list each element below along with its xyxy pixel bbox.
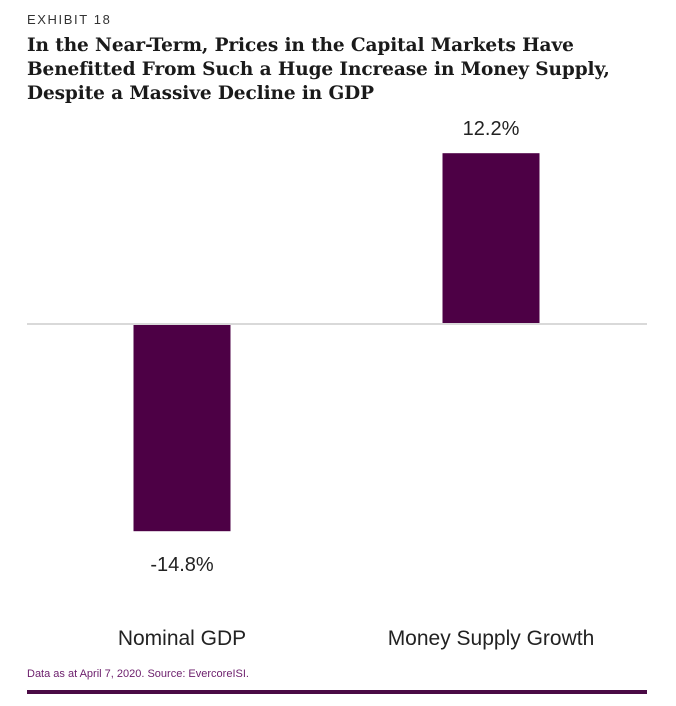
chart-title-line-1: In the Near-Term, Prices in the Capital … [27, 35, 574, 56]
chart-title: In the Near-Term, Prices in the Capital … [27, 34, 657, 106]
category-label-money-supply-growth: Money Supply Growth [388, 627, 595, 650]
bar-nominal-gdp [133, 324, 231, 532]
bar-money-supply-growth [442, 153, 540, 324]
exhibit-label: EXHIBIT 18 [27, 12, 112, 27]
bottom-rule [27, 690, 647, 694]
source-note: Data as at April 7, 2020. Source: Everco… [27, 668, 249, 680]
chart-title-line-2: Benefitted From Such a Huge Increase in … [27, 59, 610, 80]
data-label-nominal-gdp: -14.8% [150, 554, 214, 576]
category-label-nominal-gdp: Nominal GDP [118, 627, 246, 650]
chart-title-line-3: Despite a Massive Decline in GDP [27, 83, 374, 104]
data-label-money-supply-growth: 12.2% [463, 118, 520, 140]
